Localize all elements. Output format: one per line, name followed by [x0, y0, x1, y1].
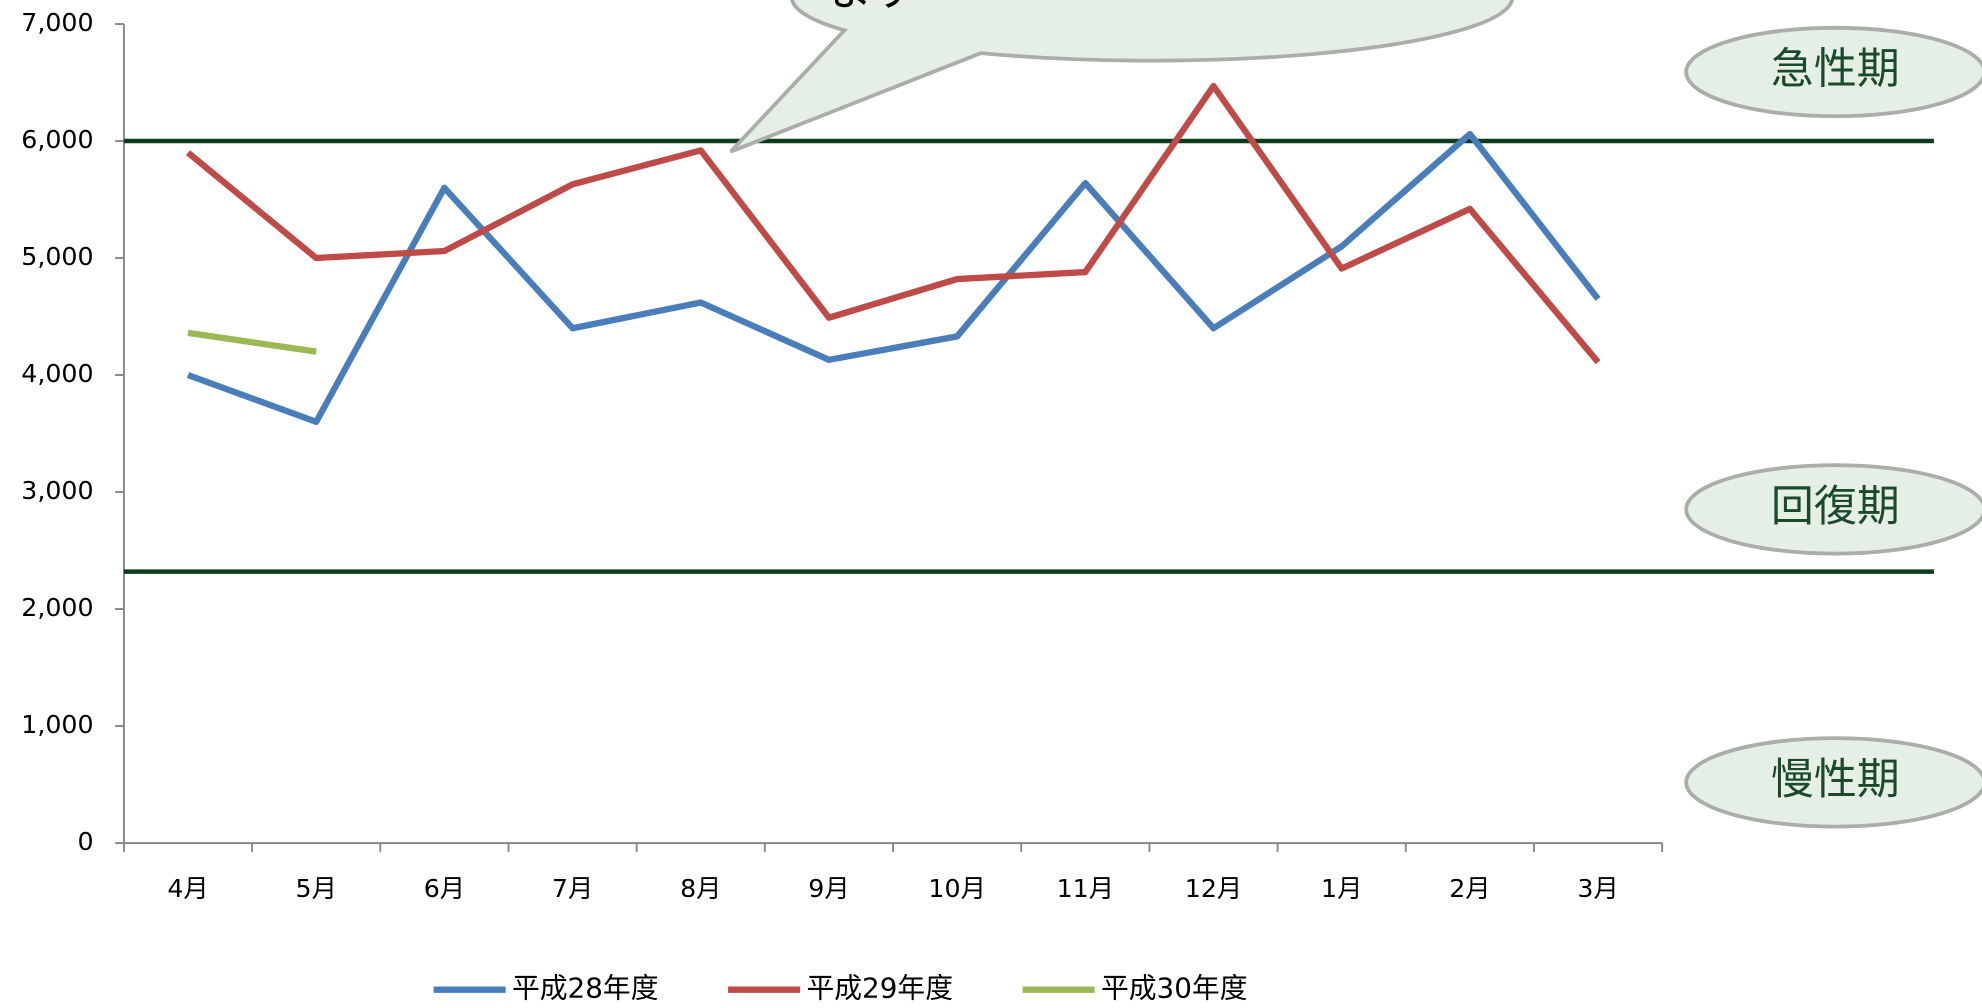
zone-bubble — [1684, 25, 1982, 119]
x-tick-label: 4月 — [167, 874, 208, 903]
x-tick-label: 5月 — [296, 874, 337, 903]
zone-label: 回復期 — [1771, 482, 1900, 532]
y-tick-label: 5,000 — [21, 242, 93, 271]
y-tick-label: 1,000 — [21, 710, 93, 739]
series-line — [186, 82, 1601, 365]
zone-bubble — [1684, 463, 1982, 556]
callout: ます — [729, 0, 1514, 154]
legend-label: 平成29年度 — [806, 972, 953, 1005]
x-tick-label: 1月 — [1321, 874, 1362, 903]
x-tick-label: 12月 — [1185, 874, 1242, 903]
legend-label: 平成28年度 — [512, 972, 659, 1005]
y-tick-label: 0 — [78, 827, 94, 856]
x-tick-label: 9月 — [808, 874, 849, 903]
legend-label: 平成30年度 — [1101, 972, 1248, 1005]
zone-label: 急性期 — [1771, 45, 1900, 95]
zone-bubble — [1684, 736, 1982, 829]
y-tick-label: 3,000 — [21, 476, 93, 505]
x-tick-label: 3月 — [1577, 874, 1618, 903]
callout-bubble — [729, 0, 1514, 154]
callout-text: ます — [827, 0, 918, 16]
y-tick-label: 2,000 — [21, 593, 93, 622]
zone-label: 慢性期 — [1771, 755, 1900, 805]
x-tick-label: 10月 — [928, 874, 985, 903]
y-tick-label: 7,000 — [21, 8, 93, 37]
y-tick-label: 4,000 — [21, 359, 93, 388]
x-tick-label: 11月 — [1057, 874, 1114, 903]
x-tick-label: 2月 — [1449, 874, 1490, 903]
y-tick-label: 6,000 — [21, 125, 93, 154]
x-tick-label: 6月 — [424, 874, 465, 903]
x-tick-label: 8月 — [680, 874, 721, 903]
series-line — [186, 130, 1601, 425]
series-line — [187, 329, 317, 355]
x-tick-label: 7月 — [552, 874, 593, 903]
